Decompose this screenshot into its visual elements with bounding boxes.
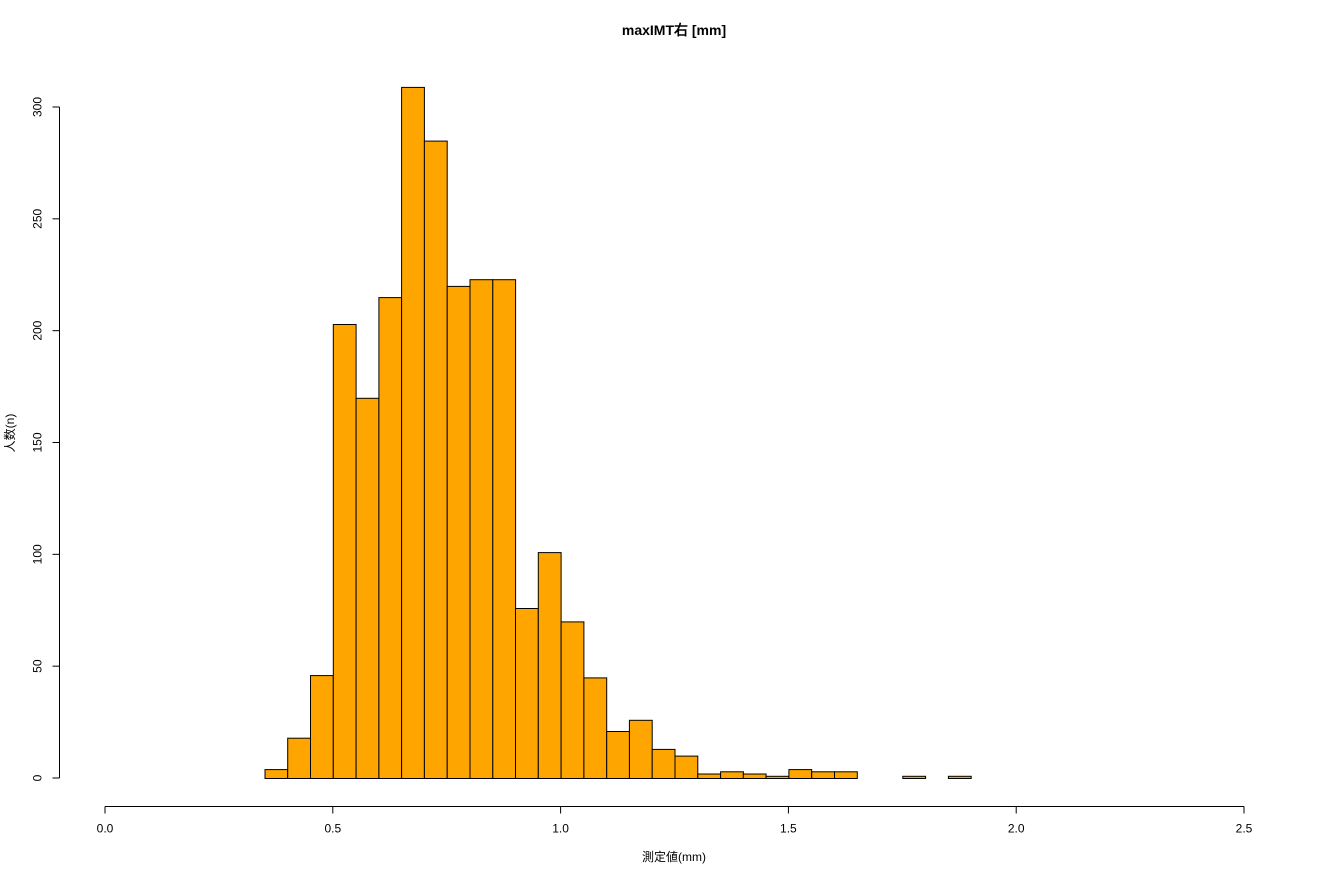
x-tick-label: 1.5 [780, 822, 797, 836]
histogram-bar [902, 775, 927, 779]
histogram-bar [401, 86, 425, 779]
histogram-bar [287, 737, 312, 780]
histogram-bar [537, 552, 562, 779]
y-tick-label: 250 [31, 209, 45, 229]
histogram-bar [765, 775, 790, 779]
y-tick-label: 50 [31, 659, 45, 673]
y-axis-label: 人数(n) [2, 414, 17, 453]
histogram-bar [515, 608, 539, 779]
histogram-bar [310, 675, 334, 779]
histogram-bar [628, 719, 653, 779]
x-tick-label: 2.0 [1008, 822, 1025, 836]
y-tick-label: 200 [31, 320, 45, 340]
histogram-bar [355, 397, 380, 779]
y-ticks-group: 0 50 100 150 200 250 300 [31, 97, 60, 781]
x-tick-label: 1.0 [552, 822, 569, 836]
x-ticks-group: 0.0 0.5 1.0 1.5 2.0 2.5 [97, 806, 1253, 836]
histogram-bar [423, 140, 448, 780]
histogram-bar [583, 677, 608, 780]
x-tick-label: 0.0 [97, 822, 114, 836]
bars-group [264, 86, 972, 780]
histogram-bar [674, 755, 699, 779]
histogram-bar [651, 748, 676, 780]
histogram-bar [788, 769, 813, 779]
histogram-bar [378, 297, 403, 779]
histogram-bar [606, 731, 631, 779]
y-tick-label: 150 [31, 432, 45, 452]
chart-title: maxIMT右 [mm] [622, 22, 726, 38]
histogram-bar [560, 621, 585, 780]
y-tick-label: 0 [31, 774, 45, 781]
x-tick-label: 0.5 [324, 822, 341, 836]
histogram-bar [834, 771, 858, 779]
histogram-bar [811, 771, 836, 779]
x-tick-label: 2.5 [1236, 822, 1253, 836]
histogram-bar [742, 773, 767, 779]
histogram-bar [446, 285, 471, 779]
x-axis-label: 測定値(mm) [642, 849, 706, 864]
histogram-bar [697, 773, 722, 779]
histogram-bar [492, 279, 517, 779]
histogram-bar [332, 324, 357, 779]
y-tick-label: 100 [31, 544, 45, 564]
histogram-bar [469, 279, 494, 779]
histogram-bar [720, 771, 744, 779]
histogram-bar [947, 775, 972, 779]
y-tick-label: 300 [31, 97, 45, 117]
histogram-bar [264, 769, 289, 779]
